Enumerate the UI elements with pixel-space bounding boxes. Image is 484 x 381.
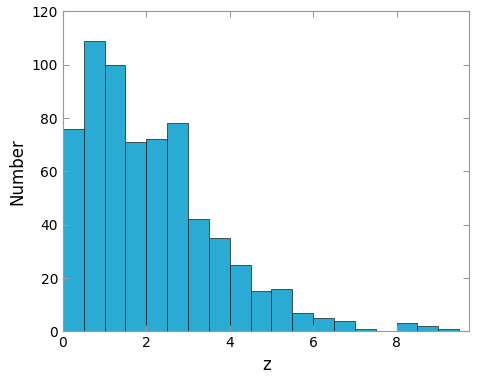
Y-axis label: Number: Number — [8, 138, 26, 205]
Bar — [272, 289, 292, 331]
Bar — [63, 129, 84, 331]
Bar — [209, 238, 230, 331]
Bar — [292, 313, 313, 331]
Bar — [146, 139, 167, 331]
Bar — [438, 329, 459, 331]
Bar — [188, 219, 209, 331]
Bar — [230, 265, 251, 331]
Bar — [480, 329, 484, 331]
Bar — [251, 291, 272, 331]
Bar — [334, 321, 355, 331]
Bar — [313, 318, 334, 331]
Bar — [417, 326, 438, 331]
Bar — [125, 142, 146, 331]
Bar — [84, 41, 105, 331]
Bar — [355, 329, 376, 331]
Bar — [396, 323, 417, 331]
X-axis label: z: z — [262, 356, 271, 374]
Bar — [167, 123, 188, 331]
Bar — [105, 65, 125, 331]
